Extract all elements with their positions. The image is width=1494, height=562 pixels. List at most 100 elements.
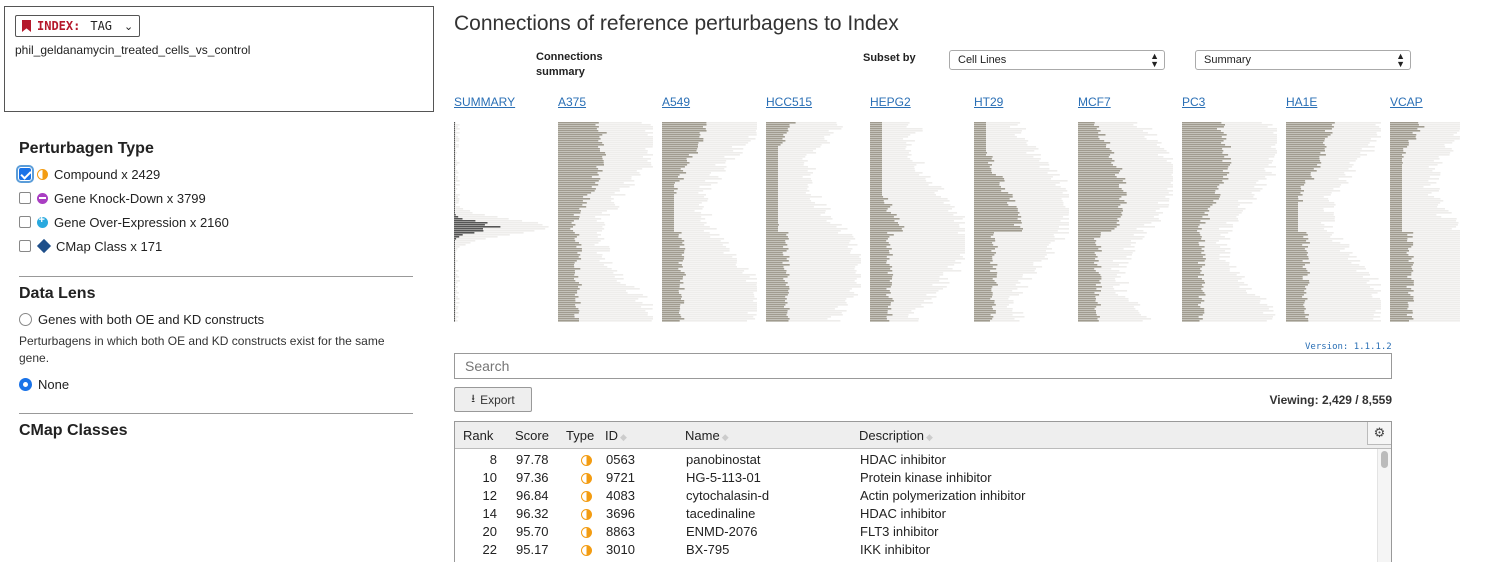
histogram-bar	[1390, 314, 1460, 316]
histogram-bar	[1390, 274, 1412, 276]
table-row[interactable]: 10 97.36 9721 HG-5-113-01 Protein kinase inh…	[455, 469, 1375, 487]
column-mcf7-link[interactable]: MCF7	[1078, 95, 1111, 109]
histogram-bar	[870, 166, 882, 168]
histogram-bar	[558, 222, 572, 224]
header-score[interactable]: Score	[515, 428, 549, 443]
filter-cmap-class[interactable]: CMap Class x 171	[19, 237, 162, 255]
column-hepg2-link[interactable]: HEPG2	[870, 95, 911, 109]
scrollbar-thumb[interactable]	[1381, 451, 1388, 468]
column-pc3-link[interactable]: PC3	[1182, 95, 1206, 109]
connection-histograms[interactable]	[450, 118, 1460, 324]
histogram-bar	[974, 198, 1010, 200]
table-row[interactable]: 22 95.17 3010 BX-795 IKK inhibitor	[455, 541, 1375, 559]
histogram-a549[interactable]	[662, 122, 757, 322]
histogram-bar	[454, 298, 460, 300]
histogram-bar	[662, 194, 706, 196]
histogram-bar	[1182, 254, 1206, 256]
histogram-bar	[558, 296, 579, 298]
histogram-bar	[454, 302, 460, 304]
lens-option-none[interactable]: None	[19, 375, 69, 393]
histogram-bar	[974, 240, 996, 242]
filter-overexpression[interactable]: Gene Over-Expression x 2160	[19, 213, 229, 231]
filter-compound[interactable]: Compound x 2429	[16, 165, 160, 183]
view-select[interactable]: Summary ▲ ▼	[1195, 50, 1411, 70]
lens-both-radio[interactable]	[19, 312, 32, 326]
histogram-bar	[870, 156, 908, 158]
histogram-bar	[766, 152, 817, 154]
histogram-bar	[1390, 256, 1414, 258]
histogram-bar	[1182, 152, 1223, 154]
overexpression-checkbox[interactable]	[19, 216, 31, 228]
histogram-bar	[974, 276, 1023, 278]
column-a375-link[interactable]: A375	[558, 95, 587, 109]
table-row[interactable]: 20 95.70 8863 ENMD-2076 FLT3 inhibitor	[455, 523, 1375, 541]
histogram-bar	[1390, 144, 1445, 146]
table-row[interactable]: 12 96.84 4083 cytochalasin-d Actin polymeriz…	[455, 487, 1375, 505]
histogram-ht29[interactable]	[974, 122, 1069, 322]
histogram-bar	[1390, 236, 1460, 238]
histogram-bar	[662, 166, 727, 168]
column-vcap-link[interactable]: VCAP	[1390, 95, 1423, 109]
column-a549-link[interactable]: A549	[662, 95, 691, 109]
histogram-bar	[1078, 246, 1102, 248]
histogram-bar	[662, 154, 689, 156]
histogram-bar	[662, 228, 674, 230]
lens-none-radio[interactable]	[19, 377, 32, 391]
table-scrollbar[interactable]	[1377, 449, 1391, 562]
histogram-bar	[454, 178, 455, 180]
histogram-bar	[1286, 140, 1325, 142]
knockdown-checkbox[interactable]	[19, 192, 31, 204]
histogram-bar	[1286, 236, 1331, 238]
subset-select[interactable]: Cell Lines ▲ ▼	[949, 50, 1165, 70]
histogram-bar	[1390, 214, 1402, 216]
index-tag-dropdown[interactable]: INDEX: TAG ⌄	[15, 15, 141, 37]
table-row[interactable]: 8 97.78 0563 panobinostat HDAC inhibitor	[455, 451, 1375, 469]
histogram-hcc515[interactable]	[766, 122, 861, 322]
header-description[interactable]: Description ◆	[859, 428, 933, 443]
histogram-bar	[1078, 150, 1112, 152]
export-button[interactable]: ⭳ Export	[454, 387, 532, 412]
lens-option-both[interactable]: Genes with both OE and KD constructs	[19, 310, 264, 328]
search-input[interactable]	[454, 353, 1392, 379]
header-name[interactable]: Name ◆	[685, 428, 729, 443]
column-ha1e-link[interactable]: HA1E	[1286, 95, 1318, 109]
histogram-bar	[766, 232, 839, 234]
column-ht29-link[interactable]: HT29	[974, 95, 1004, 109]
histogram-mcf7[interactable]	[1078, 122, 1173, 322]
histogram-bar	[1182, 242, 1199, 244]
table-row[interactable]: 14 96.32 3696 tacedinaline HDAC inhibitor	[455, 505, 1375, 523]
histogram-bar	[1078, 206, 1169, 208]
histogram-bar	[662, 132, 757, 134]
histogram-bar	[974, 244, 994, 246]
histogram-bar	[766, 292, 789, 294]
histogram-bar	[766, 132, 834, 134]
cmap-class-checkbox[interactable]	[19, 240, 31, 252]
cmap-classes-title[interactable]: CMap Classes	[19, 422, 128, 439]
header-type[interactable]: Type	[566, 428, 595, 443]
histogram-bar	[1182, 294, 1256, 296]
histogram-ha1e[interactable]	[1286, 122, 1381, 322]
histogram-bar	[1078, 234, 1134, 236]
histogram-bar	[1182, 310, 1274, 312]
histogram-bar	[662, 276, 683, 278]
histogram-bar	[454, 190, 455, 192]
header-id[interactable]: ID ◆	[605, 428, 627, 443]
filter-knockdown[interactable]: Gene Knock-Down x 3799	[19, 189, 206, 207]
gear-icon[interactable]: ⚙	[1367, 422, 1391, 445]
compound-checkbox[interactable]	[16, 165, 34, 183]
histogram-bar	[766, 180, 813, 182]
histogram-bar	[558, 278, 574, 280]
column-summary-link[interactable]: SUMMARY	[454, 95, 516, 109]
histogram-bar	[1390, 130, 1460, 132]
histogram-vcap[interactable]	[1390, 122, 1460, 322]
header-rank[interactable]: Rank	[463, 428, 494, 443]
histogram-bar	[454, 176, 459, 178]
column-hcc515-link[interactable]: HCC515	[766, 95, 813, 109]
histogram-bar	[766, 146, 821, 148]
histogram-pc3[interactable]	[1182, 122, 1277, 322]
histogram-bar	[454, 320, 458, 322]
histogram-bar	[870, 266, 893, 268]
histogram-hepg2[interactable]	[870, 122, 965, 322]
histogram-a375[interactable]	[558, 122, 653, 322]
histogram-summary[interactable]	[454, 122, 549, 322]
